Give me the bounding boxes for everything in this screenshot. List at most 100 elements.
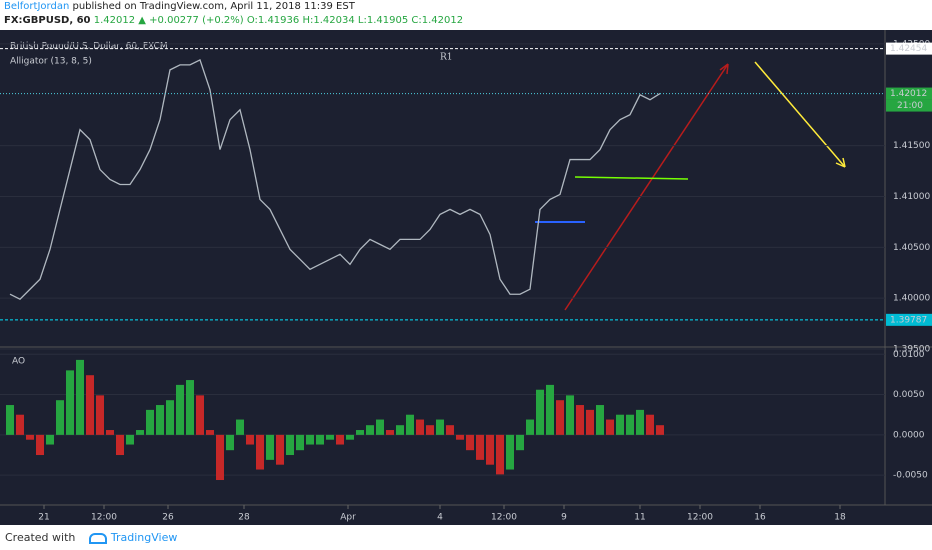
ao-bar: [106, 430, 114, 435]
ao-bar: [426, 425, 434, 435]
trend-arrow-head: [835, 157, 846, 168]
y-tick-label: 0.0050: [893, 390, 925, 400]
high: H:1.42034: [302, 15, 355, 26]
ao-bar: [166, 400, 174, 435]
ao-bar: [626, 414, 634, 435]
published: published on TradingView.com, April 11, …: [72, 1, 355, 12]
ao-bar: [96, 395, 104, 435]
x-tick-label: 11: [634, 513, 645, 523]
ao-bar: [46, 434, 54, 445]
ao-bar: [296, 434, 304, 451]
x-tick-label: Apr: [340, 513, 356, 523]
open: O:1.41936: [246, 15, 300, 26]
ao-bar: [266, 434, 274, 460]
ao-bar: [156, 405, 164, 435]
x-tick-label: 9: [561, 513, 567, 523]
indicator-label: Alligator (13, 8, 5): [10, 57, 92, 67]
quote-line: FX:GBPUSD, 60 1.42012 ▲ +0.00277 (+0.2%)…: [4, 14, 932, 28]
trend-arrow[interactable]: [564, 63, 729, 311]
x-tick-label: 4: [437, 513, 443, 523]
x-tick-label: 12:00: [687, 513, 713, 523]
ao-bar: [496, 434, 504, 475]
y-tick-label: -0.0050: [893, 471, 928, 481]
ao-bar: [476, 434, 484, 460]
ao-bar: [456, 434, 464, 440]
ao-bar: [516, 434, 524, 451]
ao-bar: [226, 434, 234, 451]
ao-bar: [406, 414, 414, 435]
brand[interactable]: TradingView: [110, 531, 178, 544]
footer: Created with TradingView: [0, 525, 932, 550]
ao-bar: [236, 419, 244, 435]
ao-bar: [286, 434, 294, 456]
ao-bar: [306, 434, 314, 445]
arrow: ▲: [138, 15, 146, 26]
last: 1.42012: [93, 15, 136, 26]
y-tick-label: 0.0000: [893, 430, 925, 440]
ao-bar: [16, 414, 24, 435]
y-tick-label: 1.40500: [893, 243, 930, 253]
trend-arrow[interactable]: [754, 61, 846, 168]
publish-line: BelfortJordan published on TradingView.c…: [4, 0, 932, 14]
ao-bar: [536, 389, 544, 435]
annotation: R1: [440, 53, 453, 63]
ao-bar: [36, 434, 44, 456]
drawn-line[interactable]: [574, 176, 689, 180]
x-tick-label: 16: [754, 513, 766, 523]
x-tick-label: 18: [834, 513, 846, 523]
ao-bar: [436, 419, 444, 435]
ao-bar: [526, 419, 534, 435]
ao-bar: [646, 414, 654, 435]
symbol: FX:GBPUSD, 60: [4, 15, 91, 26]
x-tick-label: 26: [162, 513, 174, 523]
author[interactable]: BelfortJordan: [4, 1, 70, 12]
ao-bar: [26, 434, 34, 440]
ao-bar: [116, 434, 124, 456]
ao-bar: [446, 425, 454, 435]
ao-bar: [376, 419, 384, 435]
ao-bar: [276, 434, 284, 465]
ao-bar: [386, 430, 394, 435]
ao-bar: [466, 434, 474, 451]
level-tag: [886, 313, 932, 326]
ao-title: AO: [12, 357, 25, 367]
ao-bar: [56, 400, 64, 435]
y-tick-label: 0.0100: [893, 350, 925, 360]
ao-bar: [556, 400, 564, 435]
symbol-title: British Pound/U.S. Dollar, 60, FXCM: [10, 42, 168, 52]
ao-bar: [146, 409, 154, 435]
level-label: 1.42012: [890, 89, 927, 99]
created-with: Created with: [5, 531, 76, 544]
change: +0.00277 (+0.2%): [149, 15, 244, 26]
countdown-tag: [886, 99, 932, 112]
ao-bar: [396, 425, 404, 435]
ao-bar: [636, 409, 644, 435]
level-label: 1.39787: [890, 315, 927, 325]
y-tick-label: 1.41000: [893, 192, 930, 202]
y-tick-label: 1.41500: [893, 141, 930, 151]
chart: British Pound/U.S. Dollar, 60, FXCM Alli…: [0, 30, 932, 525]
ao-bar: [216, 434, 224, 481]
ao-bar: [606, 419, 614, 435]
level-label: 1.42454: [890, 44, 927, 54]
ao-bar: [366, 425, 374, 435]
ao-bar: [316, 434, 324, 445]
ao-bar: [656, 425, 664, 435]
level-tag: [886, 87, 932, 100]
ao-bar: [336, 434, 344, 445]
close: C:1.42012: [411, 15, 464, 26]
low: L:1.41905: [357, 15, 409, 26]
ao-bar: [486, 434, 494, 465]
ao-bar: [136, 430, 144, 435]
price-line: [9, 58, 661, 300]
x-tick-label: 12:00: [91, 513, 117, 523]
ao-bar: [206, 430, 214, 435]
ao-bar: [546, 384, 554, 435]
ao-bar: [176, 384, 184, 435]
ao-bar: [246, 434, 254, 445]
ao-bar: [196, 395, 204, 435]
header: BelfortJordan published on TradingView.c…: [4, 0, 932, 30]
trend-arrow-head: [719, 63, 729, 75]
x-tick-label: 12:00: [491, 513, 517, 523]
